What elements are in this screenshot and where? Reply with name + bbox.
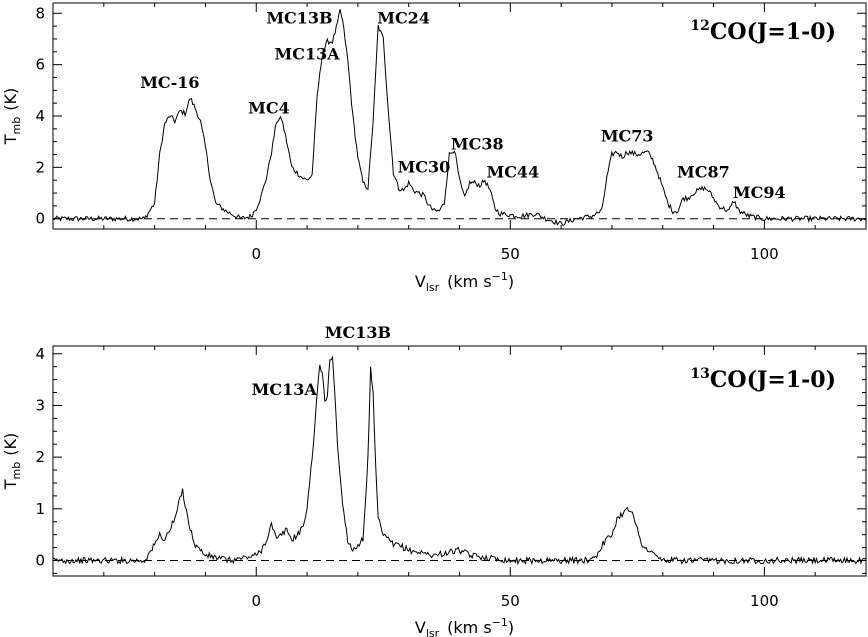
x-axis-main: V <box>415 618 426 637</box>
x-axis-unit: (km s <box>447 272 492 291</box>
peak-label-mc13b: MC13B <box>325 323 391 342</box>
x-tick-label: 50 <box>501 592 520 610</box>
x-axis-main: V <box>415 272 426 291</box>
y-axis-main: T <box>1 134 20 145</box>
y-tick-label: 8 <box>35 4 45 22</box>
y-axis-sub: mb <box>10 462 23 480</box>
y-tick-label: 2 <box>35 448 45 466</box>
x-axis-label: Vlsr (km s−1) <box>415 616 514 637</box>
x-axis-unit-exp: −1 <box>492 616 508 629</box>
x-tick-label: 100 <box>750 245 779 263</box>
peak-label-mc44: MC44 <box>486 163 539 182</box>
peak-label-mc73: MC73 <box>601 127 654 146</box>
x-axis-unit: (km s <box>447 618 492 637</box>
x-axis-unit-close: ) <box>508 272 514 291</box>
x-axis-unit-close: ) <box>508 618 514 637</box>
y-tick-label: 3 <box>35 396 45 414</box>
peak-label-mc87: MC87 <box>677 163 730 182</box>
y-tick-label: 4 <box>35 107 45 125</box>
peak-label-mc24: MC24 <box>377 9 430 28</box>
x-tick-label: 50 <box>501 245 520 263</box>
y-axis-label: Tmb (K) <box>1 433 23 490</box>
y-tick-label: 2 <box>35 158 45 176</box>
isotope-superscript: 12 <box>690 18 709 34</box>
title-text: CO(J=1-0) <box>710 367 836 393</box>
y-axis-main: T <box>1 479 20 490</box>
spectrum-line <box>52 9 867 226</box>
x-axis-sub: lsr <box>426 627 440 637</box>
peak-label-mc38: MC38 <box>451 134 504 153</box>
panel-title: 12CO(J=1-0) <box>690 18 836 45</box>
y-axis-unit: (K) <box>1 433 20 456</box>
peak-label-mc30: MC30 <box>398 158 451 177</box>
y-axis-label: Tmb (K) <box>1 88 23 145</box>
panel-13co: 0 50 100 0 1 2 3 4 MC13A MC13B 13CO(J=1-0) Vlsr (km … <box>1 323 867 637</box>
x-axis-unit-exp: −1 <box>492 270 508 283</box>
y-tick-label: 1 <box>35 500 45 518</box>
spectrum-line <box>52 355 867 566</box>
peak-label-mc94: MC94 <box>733 183 786 202</box>
panel-title: 13CO(J=1-0) <box>690 366 836 393</box>
x-tick-label: 100 <box>750 592 779 610</box>
y-tick-label: 6 <box>35 56 45 74</box>
title-text: CO(J=1-0) <box>710 19 836 45</box>
x-axis-sub: lsr <box>426 281 440 294</box>
x-tick-label: 0 <box>251 245 261 263</box>
peak-label-mc-16: MC-16 <box>140 73 199 92</box>
peak-label-mc13a: MC13A <box>275 45 341 64</box>
peak-label-mc13b: MC13B <box>266 9 332 28</box>
y-axis-sub: mb <box>10 117 23 135</box>
x-tick-label: 0 <box>251 592 261 610</box>
x-axis-label: Vlsr (km s−1) <box>415 270 514 294</box>
y-tick-label: 0 <box>35 551 45 569</box>
peak-label-mc13a: MC13A <box>252 380 318 399</box>
peak-label-mc4: MC4 <box>248 98 290 117</box>
isotope-superscript: 13 <box>690 366 709 382</box>
y-tick-label: 0 <box>35 210 45 228</box>
panel-12co: 0 50 100 0 2 4 6 8 MC-16 MC4 MC13A MC13B MC24 MC30MC3… <box>1 2 867 294</box>
y-tick-label: 4 <box>35 345 45 363</box>
y-axis-unit: (K) <box>1 88 20 111</box>
